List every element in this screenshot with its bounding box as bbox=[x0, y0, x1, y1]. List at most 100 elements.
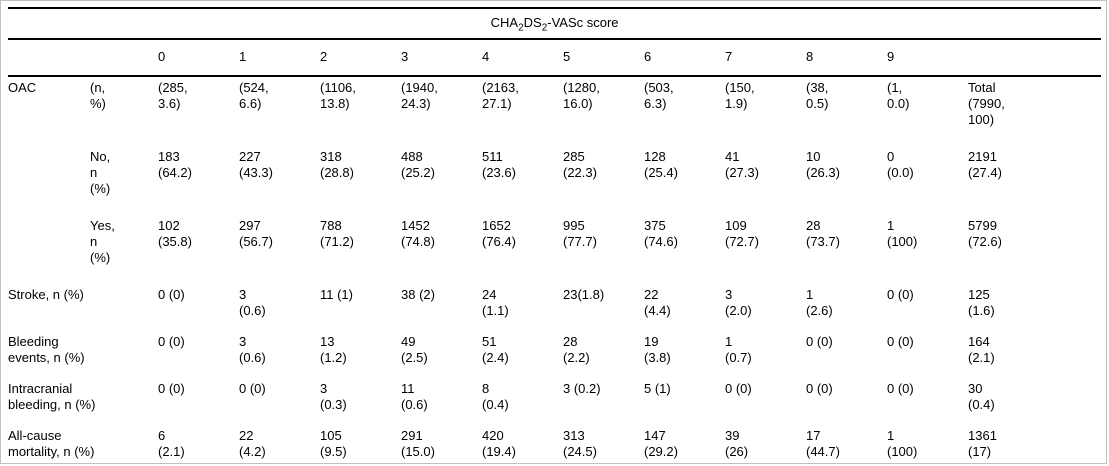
data-cell: (150, 1.9) bbox=[725, 80, 755, 111]
data-cell: 51 (2.4) bbox=[482, 334, 509, 365]
data-cell: (1940, 24.3) bbox=[401, 80, 438, 111]
data-cell: 285 (22.3) bbox=[563, 149, 597, 180]
data-cell: 0 (0) bbox=[158, 287, 185, 302]
data-cell: 2191 (27.4) bbox=[968, 149, 1002, 180]
table-row: Yes, n (%) 102 (35.8) 297 (56.7) 788 (71.2)… bbox=[8, 215, 1101, 284]
row-label: Intracranial bleeding, n (%) bbox=[8, 381, 96, 412]
data-cell: 375 (74.6) bbox=[644, 218, 678, 249]
data-cell: 995 (77.7) bbox=[563, 218, 597, 249]
data-cell: 0 (0) bbox=[806, 381, 833, 396]
data-cell: 6 (2.1) bbox=[158, 428, 185, 459]
row-group-label: OAC bbox=[8, 80, 37, 95]
data-cell: 3 (2.0) bbox=[725, 287, 752, 318]
header-spacer bbox=[8, 39, 90, 77]
data-cell: 227 (43.3) bbox=[239, 149, 273, 180]
data-cell: 3 (0.6) bbox=[239, 287, 266, 318]
data-cell: 30 (0.4) bbox=[968, 381, 995, 412]
data-cell: 11 (0.6) bbox=[401, 381, 428, 412]
table-title: CHA2DS2-VASc score bbox=[8, 7, 1102, 40]
data-cell: 511 (23.6) bbox=[482, 149, 516, 180]
score-column-header: 2 bbox=[320, 39, 401, 77]
data-cell: 3 (0.3) bbox=[320, 381, 347, 412]
data-cell: 0 (0) bbox=[887, 381, 914, 396]
score-column-header: 3 bbox=[401, 39, 482, 77]
data-cell: 0 (0) bbox=[158, 334, 185, 349]
table-row: No, n (%) 183 (64.2) 227 (43.3) 318 (28.8) 4… bbox=[8, 146, 1101, 215]
data-cell: 38 (2) bbox=[401, 287, 435, 302]
title-text: CHA bbox=[490, 15, 519, 30]
score-column-header: 7 bbox=[725, 39, 806, 77]
table-row: All-cause mortality, n (%) 6 (2.1) 22 (4.2… bbox=[8, 425, 1101, 463]
table-row: OAC (n, %) (285, 3.6) (524, 6.6) (1106, 13.8… bbox=[8, 76, 1101, 146]
data-cell: 3 (0.6) bbox=[239, 334, 266, 365]
data-cell: (503, 6.3) bbox=[644, 80, 674, 111]
row-sublabel: No, n (%) bbox=[90, 149, 111, 196]
data-cell: 109 (72.7) bbox=[725, 218, 759, 249]
data-cell: 164 (2.1) bbox=[968, 334, 995, 365]
data-cell: (524, 6.6) bbox=[239, 80, 269, 111]
data-cell: 49 (2.5) bbox=[401, 334, 428, 365]
data-cell: 0 (0) bbox=[887, 334, 914, 349]
data-cell: 23(1.8) bbox=[563, 287, 605, 302]
data-cell: 8 (0.4) bbox=[482, 381, 509, 412]
data-cell: 0 (0.0) bbox=[887, 149, 914, 180]
data-cell: (38, 0.5) bbox=[806, 80, 829, 111]
data-cell: 5799 (72.6) bbox=[968, 218, 1002, 249]
data-cell: 488 (25.2) bbox=[401, 149, 435, 180]
data-cell: 291 (15.0) bbox=[401, 428, 435, 459]
data-cell: (1, 0.0) bbox=[887, 80, 910, 111]
title-subscript: 2 bbox=[518, 22, 524, 34]
data-cell: (2163, 27.1) bbox=[482, 80, 519, 111]
data-cell: 0 (0) bbox=[239, 381, 266, 396]
data-cell: 420 (19.4) bbox=[482, 428, 516, 459]
data-cell: 1 (100) bbox=[887, 218, 918, 249]
table-row: Intracranial bleeding, n (%) 0 (0) 0 (0) 3 … bbox=[8, 378, 1101, 425]
data-cell: Total (7990, 100) bbox=[968, 80, 1005, 127]
score-column-header: 6 bbox=[644, 39, 725, 77]
data-cell: 125 (1.6) bbox=[968, 287, 995, 318]
data-cell: 10 (26.3) bbox=[806, 149, 840, 180]
row-label: Bleeding events, n (%) bbox=[8, 334, 85, 365]
data-cell: 22 (4.2) bbox=[239, 428, 266, 459]
data-cell: 11 (1) bbox=[320, 287, 353, 302]
row-group-label bbox=[8, 215, 90, 284]
data-cell: 5 (1) bbox=[644, 381, 671, 396]
data-cell: 1 (0.7) bbox=[725, 334, 752, 365]
score-column-header: 8 bbox=[806, 39, 887, 77]
data-cell: 13 (1.2) bbox=[320, 334, 347, 365]
table-body: OAC (n, %) (285, 3.6) (524, 6.6) (1106, 13.8… bbox=[8, 76, 1101, 463]
score-column-header: 0 bbox=[158, 39, 239, 77]
data-cell: 17 (44.7) bbox=[806, 428, 840, 459]
data-cell: (1106, 13.8) bbox=[320, 80, 356, 111]
data-cell: 1 (2.6) bbox=[806, 287, 833, 318]
row-label: All-cause mortality, n (%) bbox=[8, 428, 95, 459]
data-cell: 0 (0) bbox=[158, 381, 185, 396]
score-column-header: 4 bbox=[482, 39, 563, 77]
data-cell: 147 (29.2) bbox=[644, 428, 678, 459]
data-cell: 1452 (74.8) bbox=[401, 218, 435, 249]
data-cell: 0 (0) bbox=[806, 334, 833, 349]
data-cell: 105 (9.5) bbox=[320, 428, 347, 459]
title-text: -VASc score bbox=[547, 15, 619, 30]
table-row: Stroke, n (%) 0 (0) 3 (0.6) 11 (1) 38 (2) 24 … bbox=[8, 284, 1101, 331]
row-group-label bbox=[8, 146, 90, 215]
header-spacer bbox=[90, 39, 158, 77]
data-cell: 19 (3.8) bbox=[644, 334, 671, 365]
title-text: DS bbox=[523, 15, 542, 30]
table-title-row: CHA2DS2-VASc score bbox=[8, 7, 1102, 40]
data-cell: 1 (100) bbox=[887, 428, 918, 459]
data-cell: 24 (1.1) bbox=[482, 287, 509, 318]
row-label: Stroke, n (%) bbox=[8, 287, 84, 302]
row-sublabel: Yes, n (%) bbox=[90, 218, 115, 265]
table-row: Bleeding events, n (%) 0 (0) 3 (0.6) 13 (1.… bbox=[8, 331, 1101, 378]
score-column-header: 5 bbox=[563, 39, 644, 77]
data-cell: 183 (64.2) bbox=[158, 149, 192, 180]
data-cell: 788 (71.2) bbox=[320, 218, 354, 249]
data-cell: 22 (4.4) bbox=[644, 287, 671, 318]
header-spacer bbox=[968, 39, 1102, 77]
score-column-header: 1 bbox=[239, 39, 320, 77]
data-cell: 28 (2.2) bbox=[563, 334, 590, 365]
